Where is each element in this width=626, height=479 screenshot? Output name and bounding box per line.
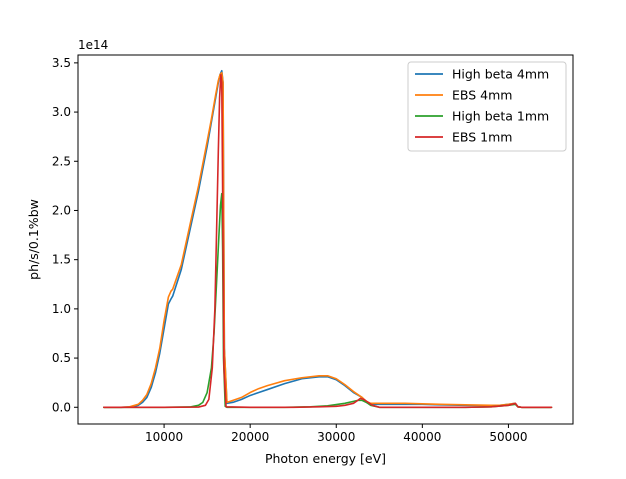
y-axis-offset-text: 1e14 (78, 38, 108, 52)
x-tick-label: 10000 (145, 430, 183, 444)
y-tick-label: 1.5 (52, 253, 71, 267)
y-tick-label: 2.5 (52, 154, 71, 168)
y-tick-label: 3.5 (52, 56, 71, 70)
x-tick-label: 40000 (403, 430, 441, 444)
y-tick-label: 0.0 (52, 400, 71, 414)
y-tick-label: 3.0 (52, 105, 71, 119)
x-axis-ticks: 10000 20000 30000 40000 50000 (145, 424, 528, 444)
series-line-2 (103, 71, 553, 409)
y-axis-ticks: 0.0 0.5 1.0 1.5 2.0 2.5 3.0 3.5 (52, 56, 78, 414)
y-tick-label: 2.0 (52, 203, 71, 217)
x-tick-label: 20000 (231, 430, 269, 444)
legend-label: High beta 4mm (452, 67, 549, 82)
x-tick-label: 50000 (489, 430, 527, 444)
legend-label: EBS 4mm (452, 88, 512, 103)
legend-label: EBS 1mm (452, 130, 512, 145)
y-tick-label: 1.0 (52, 302, 71, 316)
series-layer (103, 69, 553, 409)
series-line-4 (103, 73, 553, 409)
y-axis-label: ph/s/0.1%bw (26, 199, 41, 280)
x-axis-label: Photon energy [eV] (265, 451, 386, 466)
legend-label: High beta 1mm (452, 109, 549, 124)
axes-frame (77, 54, 574, 425)
legend-box (407, 61, 567, 152)
legend: High beta 4mm EBS 4mm High beta 1mm EBS 1mm (407, 61, 567, 152)
x-tick-label: 30000 (317, 430, 355, 444)
y-tick-label: 0.5 (52, 351, 71, 365)
